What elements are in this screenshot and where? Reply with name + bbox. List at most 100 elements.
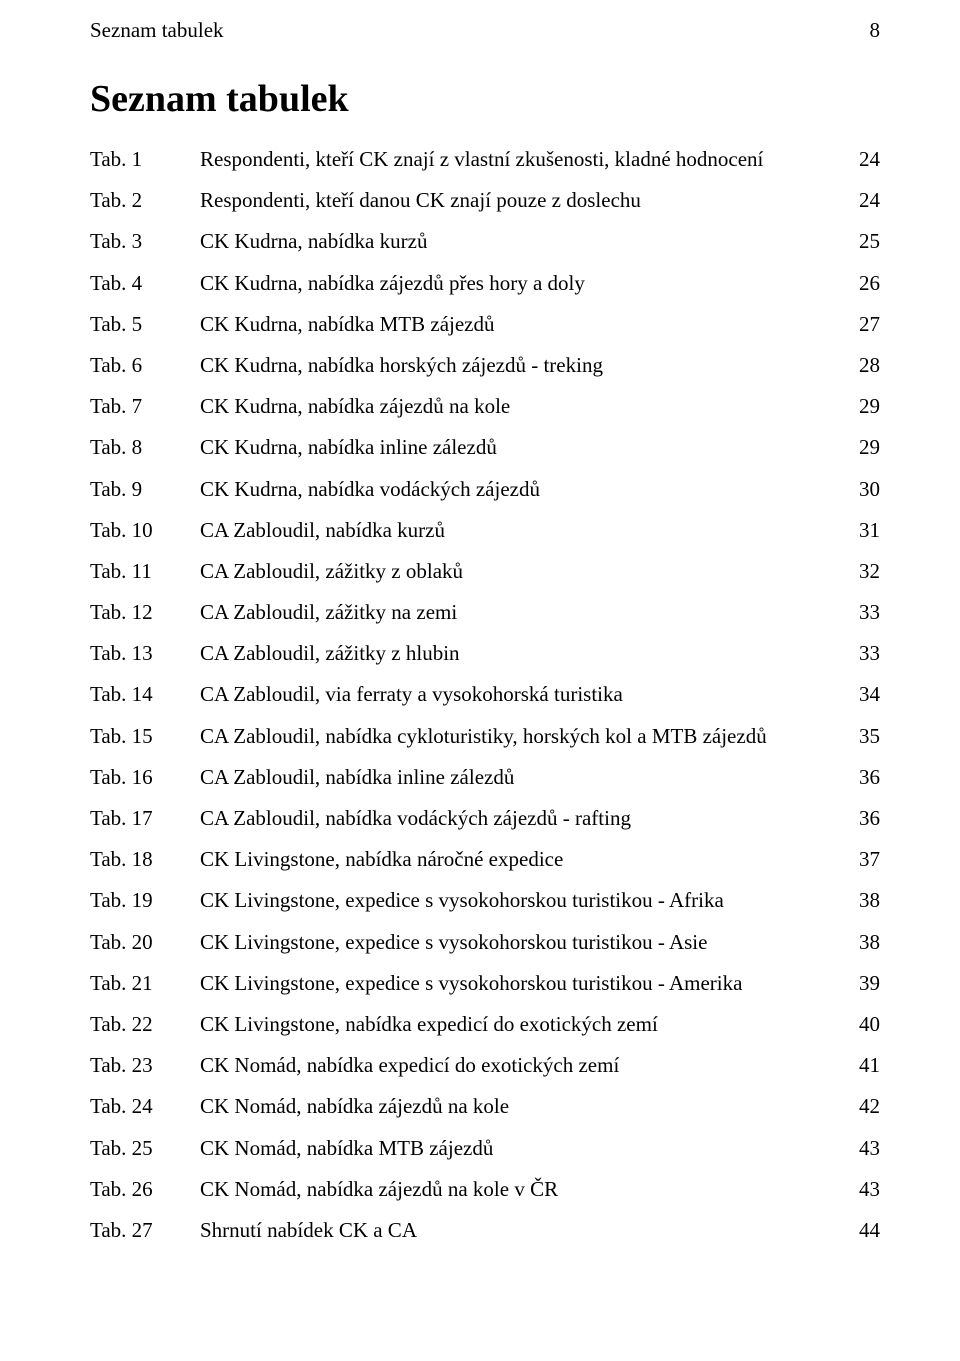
toc-row: Tab. 17CA Zabloudil, nabídka vodáckých z… bbox=[90, 808, 880, 829]
toc-row-page: 24 bbox=[850, 190, 880, 211]
toc-row-label: Tab. 19 bbox=[90, 890, 200, 911]
toc-row-description: CA Zabloudil, nabídka kurzů bbox=[200, 520, 850, 541]
toc-row-page: 40 bbox=[850, 1014, 880, 1035]
toc-row-page: 24 bbox=[850, 149, 880, 170]
toc-row-page: 26 bbox=[850, 273, 880, 294]
toc-row-description: Shrnutí nabídek CK a CA bbox=[200, 1220, 850, 1241]
toc-row-description: CK Nomád, nabídka zájezdů na kole v ČR bbox=[200, 1179, 850, 1200]
toc-row-description: CK Nomád, nabídka zájezdů na kole bbox=[200, 1096, 850, 1117]
toc-row-label: Tab. 10 bbox=[90, 520, 200, 541]
toc-row-label: Tab. 1 bbox=[90, 149, 200, 170]
toc-row-description: CK Kudrna, nabídka horských zájezdů - tr… bbox=[200, 355, 850, 376]
toc-row-label: Tab. 12 bbox=[90, 602, 200, 623]
toc-row-page: 27 bbox=[850, 314, 880, 335]
toc-row-label: Tab. 11 bbox=[90, 561, 200, 582]
page: Seznam tabulek 8 Seznam tabulek Tab. 1Re… bbox=[0, 0, 960, 1361]
toc-row-description: CK Kudrna, nabídka MTB zájezdů bbox=[200, 314, 850, 335]
toc-row: Tab. 2Respondenti, kteří danou CK znají … bbox=[90, 190, 880, 211]
toc-row-description: Respondenti, kteří danou CK znají pouze … bbox=[200, 190, 850, 211]
toc-row: Tab. 22CK Livingstone, nabídka expedicí … bbox=[90, 1014, 880, 1035]
toc-row-description: CA Zabloudil, nabídka vodáckých zájezdů … bbox=[200, 808, 850, 829]
running-header: Seznam tabulek 8 bbox=[90, 18, 880, 43]
toc-row: Tab. 15CA Zabloudil, nabídka cykloturist… bbox=[90, 726, 880, 747]
toc-row: Tab. 20CK Livingstone, expedice s vysoko… bbox=[90, 932, 880, 953]
toc-row-label: Tab. 24 bbox=[90, 1096, 200, 1117]
toc-row-description: CK Livingstone, expedice s vysokohorskou… bbox=[200, 973, 850, 994]
toc-row-description: CK Nomád, nabídka MTB zájezdů bbox=[200, 1138, 850, 1159]
toc-row-label: Tab. 14 bbox=[90, 684, 200, 705]
toc-row-label: Tab. 27 bbox=[90, 1220, 200, 1241]
toc-row-page: 29 bbox=[850, 396, 880, 417]
toc-row-label: Tab. 18 bbox=[90, 849, 200, 870]
toc-row-page: 42 bbox=[850, 1096, 880, 1117]
toc-row-label: Tab. 15 bbox=[90, 726, 200, 747]
toc-row-description: CK Kudrna, nabídka zájezdů na kole bbox=[200, 396, 850, 417]
toc-row-description: CA Zabloudil, nabídka inline zálezdů bbox=[200, 767, 850, 788]
toc-row-description: CK Livingstone, nabídka expedicí do exot… bbox=[200, 1014, 850, 1035]
toc-row-description: CK Livingstone, expedice s vysokohorskou… bbox=[200, 932, 850, 953]
toc-row-page: 29 bbox=[850, 437, 880, 458]
toc-row: Tab. 10CA Zabloudil, nabídka kurzů31 bbox=[90, 520, 880, 541]
running-header-page-number: 8 bbox=[870, 18, 881, 43]
toc-row: Tab. 25CK Nomád, nabídka MTB zájezdů43 bbox=[90, 1138, 880, 1159]
toc-row-label: Tab. 26 bbox=[90, 1179, 200, 1200]
toc-row-page: 25 bbox=[850, 231, 880, 252]
toc-row-page: 37 bbox=[850, 849, 880, 870]
toc-row-description: CK Kudrna, nabídka vodáckých zájezdů bbox=[200, 479, 850, 500]
toc-row-description: CK Nomád, nabídka expedicí do exotických… bbox=[200, 1055, 850, 1076]
toc-row-label: Tab. 25 bbox=[90, 1138, 200, 1159]
toc-row-description: Respondenti, kteří CK znají z vlastní zk… bbox=[200, 149, 850, 170]
toc-row: Tab. 16CA Zabloudil, nabídka inline zále… bbox=[90, 767, 880, 788]
toc-row-page: 31 bbox=[850, 520, 880, 541]
toc-row: Tab. 4CK Kudrna, nabídka zájezdů přes ho… bbox=[90, 273, 880, 294]
toc-row-page: 38 bbox=[850, 932, 880, 953]
toc-row: Tab. 3CK Kudrna, nabídka kurzů25 bbox=[90, 231, 880, 252]
toc-row-description: CK Kudrna, nabídka inline zálezdů bbox=[200, 437, 850, 458]
toc-row-page: 43 bbox=[850, 1179, 880, 1200]
running-header-title: Seznam tabulek bbox=[90, 18, 224, 43]
toc-row-description: CK Kudrna, nabídka kurzů bbox=[200, 231, 850, 252]
toc-row-description: CA Zabloudil, zážitky na zemi bbox=[200, 602, 850, 623]
toc-row-label: Tab. 20 bbox=[90, 932, 200, 953]
toc-row-label: Tab. 6 bbox=[90, 355, 200, 376]
toc-row-page: 33 bbox=[850, 602, 880, 623]
toc-row: Tab. 8CK Kudrna, nabídka inline zálezdů2… bbox=[90, 437, 880, 458]
section-title: Seznam tabulek bbox=[90, 77, 880, 121]
toc-row-page: 28 bbox=[850, 355, 880, 376]
toc-row-description: CK Livingstone, expedice s vysokohorskou… bbox=[200, 890, 850, 911]
toc-row-page: 36 bbox=[850, 767, 880, 788]
toc-row: Tab. 7CK Kudrna, nabídka zájezdů na kole… bbox=[90, 396, 880, 417]
toc-row-page: 43 bbox=[850, 1138, 880, 1159]
toc-row-label: Tab. 7 bbox=[90, 396, 200, 417]
toc-row: Tab. 14CA Zabloudil, via ferraty a vysok… bbox=[90, 684, 880, 705]
toc-row-label: Tab. 5 bbox=[90, 314, 200, 335]
toc-row-description: CA Zabloudil, zážitky z oblaků bbox=[200, 561, 850, 582]
toc-row-label: Tab. 17 bbox=[90, 808, 200, 829]
toc-row-description: CA Zabloudil, zážitky z hlubin bbox=[200, 643, 850, 664]
toc-row-page: 39 bbox=[850, 973, 880, 994]
toc-row: Tab. 13CA Zabloudil, zážitky z hlubin33 bbox=[90, 643, 880, 664]
toc-row-page: 32 bbox=[850, 561, 880, 582]
toc-row: Tab. 26CK Nomád, nabídka zájezdů na kole… bbox=[90, 1179, 880, 1200]
toc-row-page: 41 bbox=[850, 1055, 880, 1076]
toc-row-page: 44 bbox=[850, 1220, 880, 1241]
toc-row: Tab. 23CK Nomád, nabídka expedicí do exo… bbox=[90, 1055, 880, 1076]
toc-row: Tab. 6CK Kudrna, nabídka horských zájezd… bbox=[90, 355, 880, 376]
toc-row: Tab. 5CK Kudrna, nabídka MTB zájezdů27 bbox=[90, 314, 880, 335]
toc-row-label: Tab. 9 bbox=[90, 479, 200, 500]
toc-row: Tab. 19CK Livingstone, expedice s vysoko… bbox=[90, 890, 880, 911]
toc-row-label: Tab. 16 bbox=[90, 767, 200, 788]
toc-row: Tab. 24CK Nomád, nabídka zájezdů na kole… bbox=[90, 1096, 880, 1117]
toc-row-label: Tab. 8 bbox=[90, 437, 200, 458]
toc-row: Tab. 27Shrnutí nabídek CK a CA44 bbox=[90, 1220, 880, 1241]
list-of-tables: Tab. 1Respondenti, kteří CK znají z vlas… bbox=[90, 149, 880, 1241]
toc-row: Tab. 18CK Livingstone, nabídka náročné e… bbox=[90, 849, 880, 870]
toc-row-page: 33 bbox=[850, 643, 880, 664]
toc-row: Tab. 1Respondenti, kteří CK znají z vlas… bbox=[90, 149, 880, 170]
toc-row-label: Tab. 22 bbox=[90, 1014, 200, 1035]
toc-row: Tab. 11CA Zabloudil, zážitky z oblaků32 bbox=[90, 561, 880, 582]
toc-row-page: 35 bbox=[850, 726, 880, 747]
toc-row-description: CA Zabloudil, via ferraty a vysokohorská… bbox=[200, 684, 850, 705]
toc-row-label: Tab. 23 bbox=[90, 1055, 200, 1076]
toc-row-description: CK Kudrna, nabídka zájezdů přes hory a d… bbox=[200, 273, 850, 294]
